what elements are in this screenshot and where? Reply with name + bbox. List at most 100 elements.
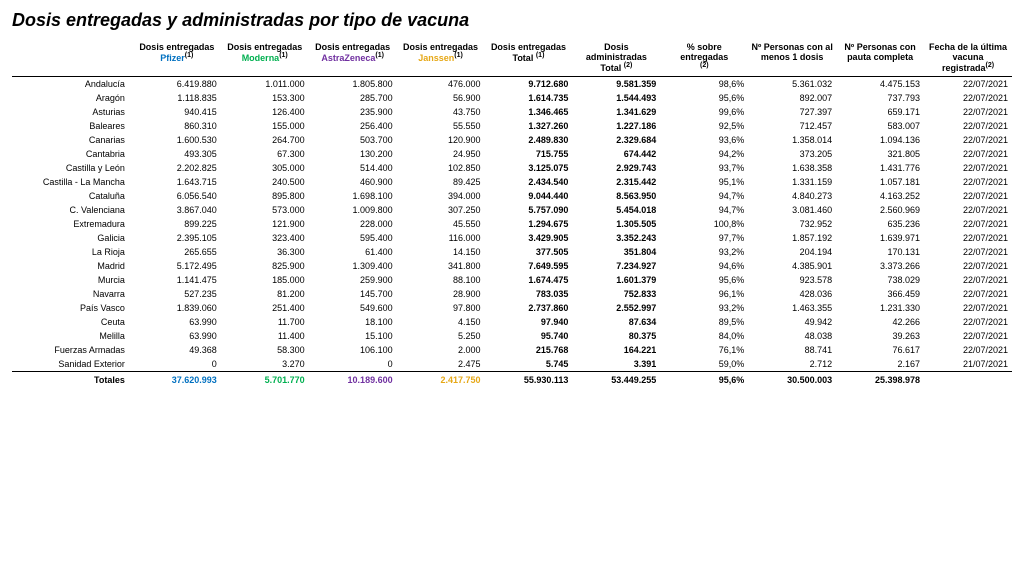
cell-moderna: 573.000 [221,203,309,217]
cell-region: Sanidad Exterior [12,357,133,372]
cell-total-entregadas: 9.044.440 [485,189,573,203]
cell-astra: 61.400 [309,245,397,259]
cell-pfizer: 2.395.105 [133,231,221,245]
cell-janssen: 5.250 [397,329,485,343]
cell-moderna: 3.270 [221,357,309,372]
cell-total-entregadas: 1.614.735 [485,91,573,105]
header-row: Dosis entregadas Pfizer(1) Dosis entrega… [12,39,1012,77]
col-region [12,39,133,77]
cell-janssen: 97.800 [397,301,485,315]
cell-total-administradas: 9.581.359 [572,77,660,92]
table-row: Madrid5.172.495825.9001.309.400341.8007.… [12,259,1012,273]
cell-janssen: 45.550 [397,217,485,231]
cell-region: Andalucía [12,77,133,92]
totals-row: Totales37.620.9935.701.77010.189.6002.41… [12,372,1012,388]
cell-fecha: 22/07/2021 [924,343,1012,357]
cell-pauta: 2.167 [836,357,924,372]
cell-d1: 4.385.901 [748,259,836,273]
cell-janssen: 55.550 [397,119,485,133]
cell-fecha: 22/07/2021 [924,161,1012,175]
cell-moderna: 240.500 [221,175,309,189]
cell-fecha: 22/07/2021 [924,105,1012,119]
cell-astra: 259.900 [309,273,397,287]
cell-region: C. Valenciana [12,203,133,217]
cell-astra: 106.100 [309,343,397,357]
cell-total-entregadas: 715.755 [485,147,573,161]
table-row: Extremadura899.225121.900228.00045.5501.… [12,217,1012,231]
cell-total-entregadas: 377.505 [485,245,573,259]
col-pauta: Nº Personas con pauta completa [836,39,924,77]
cell-totals-janssen: 2.417.750 [397,372,485,388]
cell-pauta: 2.560.969 [836,203,924,217]
cell-janssen: 102.850 [397,161,485,175]
table-row: Baleares860.310155.000256.40055.5501.327… [12,119,1012,133]
cell-pfizer: 940.415 [133,105,221,119]
cell-total-entregadas: 5.757.090 [485,203,573,217]
cell-totals-pct: 95,6% [660,372,748,388]
cell-pauta: 4.475.153 [836,77,924,92]
cell-janssen: 89.425 [397,175,485,189]
cell-totals-pauta: 25.398.978 [836,372,924,388]
cell-total-administradas: 5.454.018 [572,203,660,217]
cell-pfizer: 6.056.540 [133,189,221,203]
cell-fecha: 22/07/2021 [924,245,1012,259]
table-row: Canarias1.600.530264.700503.700120.9002.… [12,133,1012,147]
cell-janssen: 394.000 [397,189,485,203]
cell-janssen: 24.950 [397,147,485,161]
cell-astra: 235.900 [309,105,397,119]
cell-janssen: 2.475 [397,357,485,372]
table-row: País Vasco1.839.060251.400549.60097.8002… [12,301,1012,315]
cell-pct: 59,0% [660,357,748,372]
cell-total-administradas: 3.352.243 [572,231,660,245]
cell-totals-d1: 30.500.003 [748,372,836,388]
cell-astra: 1.698.100 [309,189,397,203]
cell-moderna: 153.300 [221,91,309,105]
table-row: Castilla - La Mancha1.643.715240.500460.… [12,175,1012,189]
cell-total-administradas: 2.929.743 [572,161,660,175]
cell-pfizer: 1.118.835 [133,91,221,105]
cell-d1: 732.952 [748,217,836,231]
cell-d1: 204.194 [748,245,836,259]
cell-pfizer: 1.600.530 [133,133,221,147]
cell-pfizer: 899.225 [133,217,221,231]
cell-pct: 96,1% [660,287,748,301]
cell-janssen: 14.150 [397,245,485,259]
cell-pauta: 583.007 [836,119,924,133]
table-row: Aragón1.118.835153.300285.70056.9001.614… [12,91,1012,105]
cell-moderna: 251.400 [221,301,309,315]
cell-total-entregadas: 5.745 [485,357,573,372]
cell-d1: 49.942 [748,315,836,329]
cell-pauta: 1.231.330 [836,301,924,315]
cell-d1: 1.331.159 [748,175,836,189]
cell-pauta: 1.639.971 [836,231,924,245]
cell-moderna: 825.900 [221,259,309,273]
page-title: Dosis entregadas y administradas por tip… [12,10,1012,31]
cell-fecha: 22/07/2021 [924,315,1012,329]
cell-pauta: 4.163.252 [836,189,924,203]
cell-pct: 93,7% [660,161,748,175]
cell-janssen: 307.250 [397,203,485,217]
cell-d1: 428.036 [748,287,836,301]
cell-region: Galicia [12,231,133,245]
col-janssen: Dosis entregadas Janssen(1) [397,39,485,77]
cell-pauta: 659.171 [836,105,924,119]
cell-fecha: 22/07/2021 [924,301,1012,315]
table-row: Fuerzas Armadas49.36858.300106.1002.0002… [12,343,1012,357]
cell-pfizer: 0 [133,357,221,372]
cell-pauta: 321.805 [836,147,924,161]
cell-moderna: 36.300 [221,245,309,259]
col-una-dosis: Nº Personas con al menos 1 dosis [748,39,836,77]
cell-d1: 48.038 [748,329,836,343]
cell-d1: 3.081.460 [748,203,836,217]
cell-region: Madrid [12,259,133,273]
table-row: Sanidad Exterior03.27002.4755.7453.39159… [12,357,1012,372]
cell-fecha: 22/07/2021 [924,77,1012,92]
cell-d1: 1.463.355 [748,301,836,315]
cell-fecha: 22/07/2021 [924,133,1012,147]
cell-moderna: 67.300 [221,147,309,161]
cell-fecha: 22/07/2021 [924,287,1012,301]
cell-moderna: 155.000 [221,119,309,133]
cell-region: Murcia [12,273,133,287]
cell-pct: 92,5% [660,119,748,133]
cell-astra: 256.400 [309,119,397,133]
